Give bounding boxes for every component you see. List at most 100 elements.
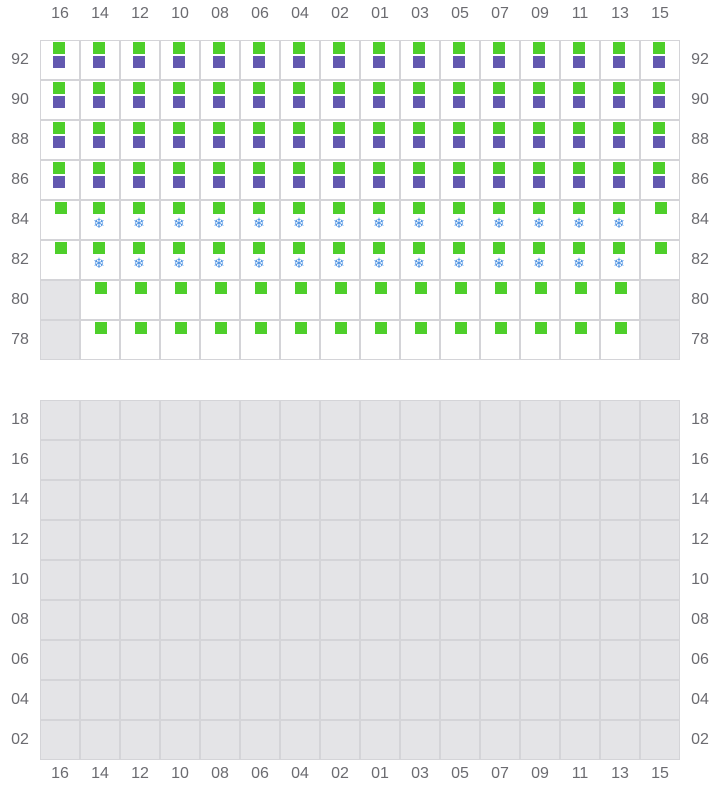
slot-cell[interactable]: ❄	[480, 200, 520, 240]
slot-cell[interactable]	[640, 200, 680, 240]
slot-cell[interactable]	[360, 40, 400, 80]
slot-cell[interactable]: ❄	[200, 200, 240, 240]
slot-cell[interactable]	[320, 120, 360, 160]
slot-cell[interactable]	[200, 80, 240, 120]
slot-cell[interactable]	[80, 40, 120, 80]
slot-cell[interactable]	[480, 160, 520, 200]
slot-cell[interactable]	[400, 320, 440, 360]
slot-cell[interactable]: ❄	[360, 200, 400, 240]
slot-cell[interactable]	[160, 280, 200, 320]
slot-cell[interactable]	[440, 40, 480, 80]
slot-cell[interactable]	[240, 40, 280, 80]
slot-cell[interactable]	[120, 320, 160, 360]
slot-cell[interactable]	[640, 120, 680, 160]
slot-cell[interactable]	[120, 80, 160, 120]
slot-cell[interactable]	[480, 40, 520, 80]
slot-cell[interactable]: ❄	[120, 240, 160, 280]
slot-cell[interactable]: ❄	[560, 200, 600, 240]
slot-cell[interactable]	[200, 160, 240, 200]
slot-cell[interactable]: ❄	[480, 240, 520, 280]
slot-cell[interactable]: ❄	[600, 200, 640, 240]
slot-cell[interactable]	[360, 160, 400, 200]
slot-cell[interactable]	[120, 40, 160, 80]
slot-cell[interactable]	[600, 320, 640, 360]
slot-cell[interactable]: ❄	[520, 200, 560, 240]
slot-cell[interactable]	[440, 120, 480, 160]
slot-cell[interactable]	[40, 240, 80, 280]
slot-cell[interactable]	[400, 40, 440, 80]
slot-cell[interactable]	[160, 320, 200, 360]
slot-cell[interactable]	[400, 280, 440, 320]
slot-cell[interactable]	[320, 40, 360, 80]
slot-cell[interactable]: ❄	[400, 200, 440, 240]
slot-cell[interactable]	[80, 160, 120, 200]
slot-cell[interactable]	[200, 40, 240, 80]
slot-cell[interactable]	[40, 160, 80, 200]
slot-cell[interactable]: ❄	[80, 240, 120, 280]
slot-cell[interactable]	[560, 40, 600, 80]
slot-cell[interactable]: ❄	[160, 200, 200, 240]
slot-cell[interactable]: ❄	[440, 200, 480, 240]
slot-cell[interactable]	[480, 120, 520, 160]
slot-cell[interactable]	[320, 80, 360, 120]
slot-cell[interactable]	[160, 80, 200, 120]
slot-cell[interactable]: ❄	[240, 200, 280, 240]
slot-cell[interactable]: ❄	[400, 240, 440, 280]
slot-cell[interactable]	[520, 80, 560, 120]
slot-cell[interactable]	[320, 160, 360, 200]
slot-cell[interactable]	[520, 280, 560, 320]
slot-cell[interactable]	[280, 160, 320, 200]
slot-cell[interactable]	[560, 320, 600, 360]
slot-cell[interactable]: ❄	[280, 240, 320, 280]
slot-cell[interactable]	[560, 280, 600, 320]
slot-cell[interactable]	[520, 40, 560, 80]
slot-cell[interactable]: ❄	[320, 240, 360, 280]
slot-cell[interactable]	[600, 280, 640, 320]
slot-cell[interactable]	[520, 320, 560, 360]
slot-cell[interactable]	[400, 80, 440, 120]
slot-cell[interactable]	[80, 120, 120, 160]
slot-cell[interactable]	[560, 80, 600, 120]
slot-cell[interactable]	[200, 320, 240, 360]
slot-cell[interactable]	[360, 120, 400, 160]
slot-cell[interactable]: ❄	[80, 200, 120, 240]
slot-cell[interactable]: ❄	[240, 240, 280, 280]
slot-cell[interactable]	[280, 40, 320, 80]
slot-cell[interactable]	[600, 160, 640, 200]
slot-cell[interactable]	[120, 280, 160, 320]
slot-cell[interactable]	[400, 120, 440, 160]
slot-cell[interactable]	[320, 320, 360, 360]
slot-cell[interactable]	[520, 160, 560, 200]
slot-cell[interactable]	[480, 280, 520, 320]
slot-cell[interactable]	[120, 120, 160, 160]
slot-cell[interactable]	[640, 240, 680, 280]
slot-cell[interactable]: ❄	[280, 200, 320, 240]
slot-cell[interactable]	[600, 80, 640, 120]
slot-cell[interactable]: ❄	[600, 240, 640, 280]
slot-cell[interactable]	[640, 80, 680, 120]
slot-cell[interactable]	[240, 160, 280, 200]
slot-cell[interactable]	[240, 320, 280, 360]
slot-cell[interactable]: ❄	[520, 240, 560, 280]
slot-cell[interactable]	[240, 120, 280, 160]
slot-cell[interactable]	[440, 160, 480, 200]
slot-cell[interactable]	[440, 320, 480, 360]
slot-cell[interactable]: ❄	[560, 240, 600, 280]
slot-cell[interactable]	[40, 200, 80, 240]
slot-cell[interactable]	[480, 80, 520, 120]
slot-cell[interactable]	[360, 80, 400, 120]
slot-cell[interactable]	[440, 80, 480, 120]
slot-cell[interactable]	[80, 320, 120, 360]
slot-cell[interactable]	[280, 320, 320, 360]
slot-cell[interactable]	[160, 160, 200, 200]
slot-cell[interactable]	[560, 120, 600, 160]
slot-cell[interactable]	[240, 280, 280, 320]
slot-cell[interactable]	[280, 280, 320, 320]
slot-cell[interactable]	[360, 320, 400, 360]
slot-cell[interactable]	[640, 160, 680, 200]
slot-cell[interactable]: ❄	[360, 240, 400, 280]
slot-cell[interactable]	[600, 40, 640, 80]
slot-cell[interactable]	[360, 280, 400, 320]
slot-cell[interactable]	[280, 80, 320, 120]
slot-cell[interactable]	[320, 280, 360, 320]
